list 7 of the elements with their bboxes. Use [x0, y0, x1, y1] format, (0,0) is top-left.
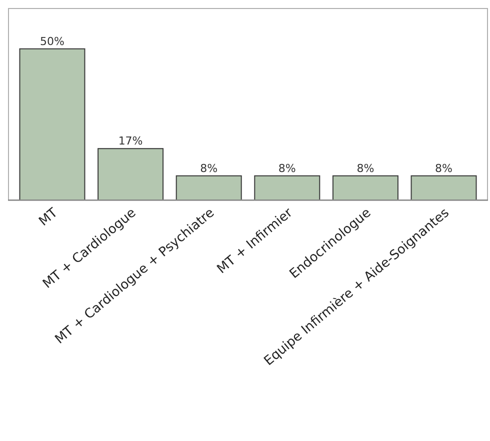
data-label: 50% [40, 34, 64, 48]
x-tick-label: MT [36, 206, 61, 230]
data-label: 8% [200, 162, 218, 175]
data-label: 17% [118, 134, 143, 148]
data-label: 8% [278, 162, 296, 175]
data-label: 8% [356, 162, 374, 175]
data-label: 8% [435, 162, 452, 175]
